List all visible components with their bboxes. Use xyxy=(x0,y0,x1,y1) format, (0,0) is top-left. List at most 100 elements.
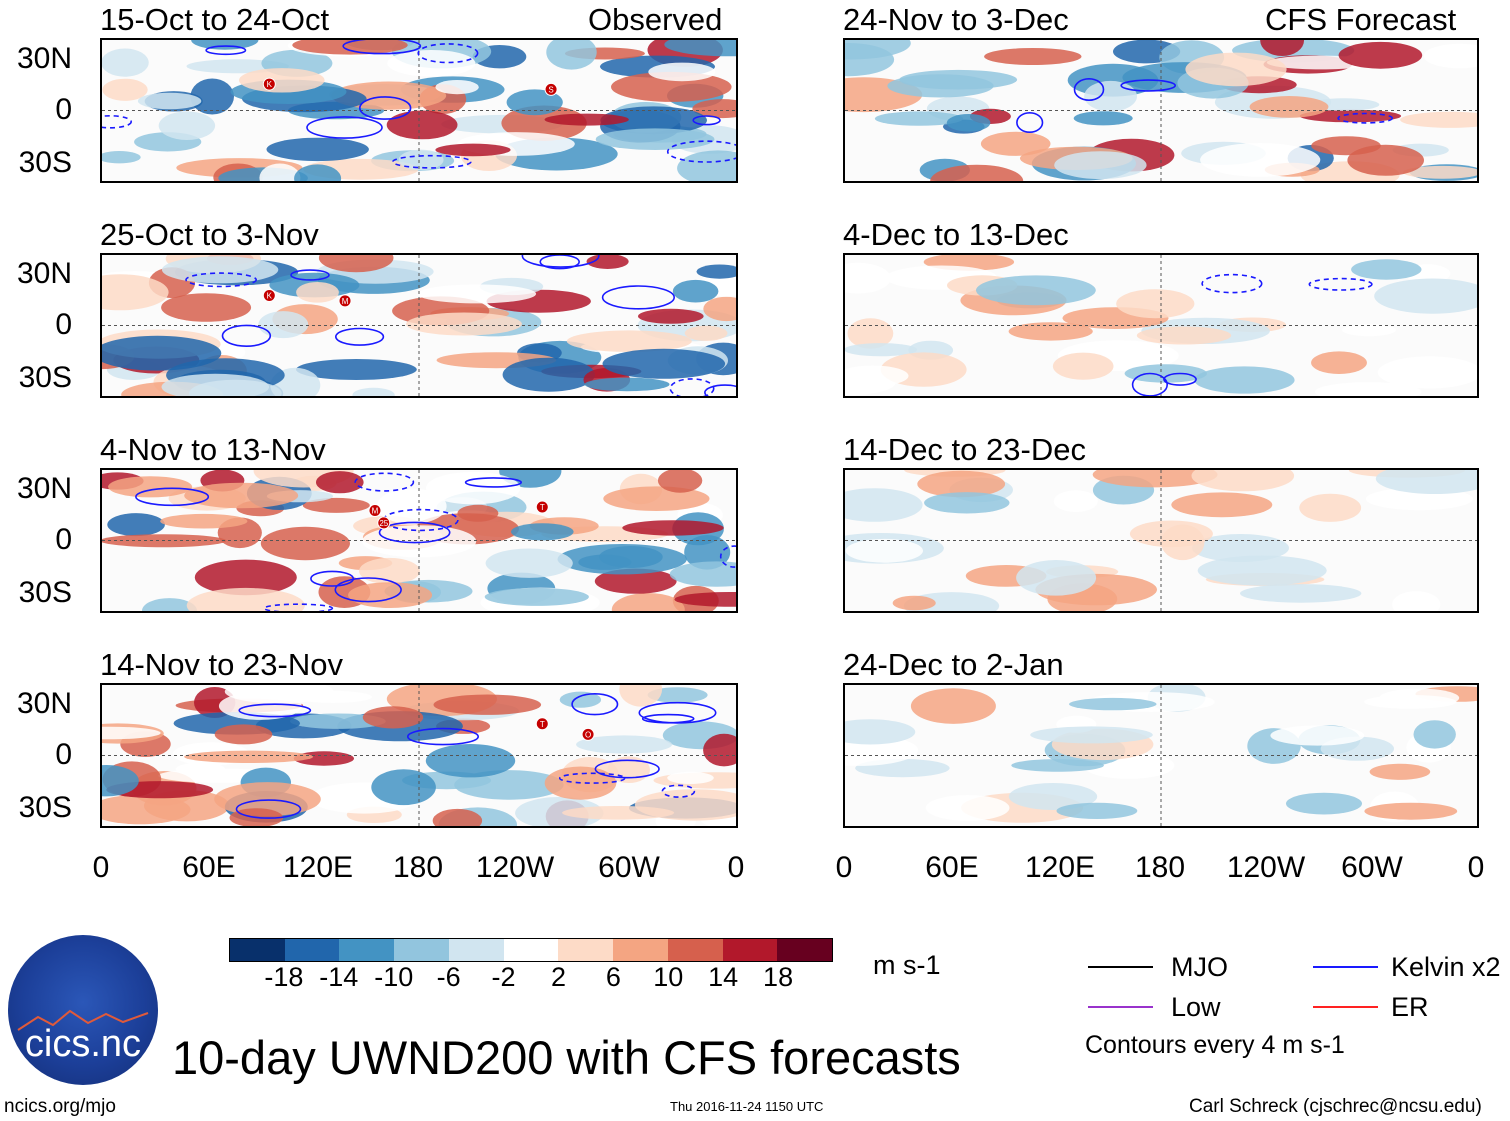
field-blob xyxy=(102,274,169,311)
field-blob xyxy=(485,548,573,578)
map-field: KS xyxy=(102,40,736,181)
field-blob xyxy=(657,470,703,493)
field-blob xyxy=(1311,351,1367,374)
field-blob xyxy=(664,40,736,57)
kelvin-contour xyxy=(406,727,479,746)
kelvin-contour xyxy=(391,154,472,169)
kelvin-contour xyxy=(354,472,415,492)
field-blob xyxy=(1351,259,1422,280)
colorbar-tick-label: -2 xyxy=(491,962,516,992)
legend-kelvin: Kelvin x2 xyxy=(1391,952,1501,982)
lon-label-60e: 60E xyxy=(182,851,236,884)
kelvin-contour xyxy=(692,115,721,126)
kelvin-contour xyxy=(571,693,619,716)
kelvin-contour xyxy=(334,577,402,603)
field-blob xyxy=(296,359,417,380)
field-blob xyxy=(107,513,165,537)
field-blob xyxy=(576,735,673,754)
legend-er: ER xyxy=(1391,992,1429,1022)
lon-label-0: 0 xyxy=(835,851,853,884)
field-blob xyxy=(296,282,339,303)
lon-label-0: 0 xyxy=(1467,851,1485,884)
field-blob xyxy=(1338,41,1423,69)
field-blob xyxy=(501,105,587,141)
lon-label-180: 180 xyxy=(392,851,444,884)
kelvin-contour xyxy=(1163,372,1197,386)
field-blob xyxy=(677,150,736,181)
field-blob xyxy=(160,513,248,529)
kelvin-contour xyxy=(521,255,600,268)
field-blob xyxy=(703,296,736,322)
field-blob xyxy=(292,40,408,55)
field-blob xyxy=(845,43,895,77)
field-blob xyxy=(584,377,670,392)
field-blob xyxy=(600,106,707,135)
field-blob xyxy=(1403,165,1477,179)
field-blob xyxy=(1260,40,1304,56)
field-blob xyxy=(845,365,909,387)
field-blob xyxy=(108,476,193,498)
storm-marker-label: T xyxy=(540,720,545,729)
lon-label-120w: 120W xyxy=(475,851,555,884)
colorbar-swatch xyxy=(667,939,723,961)
colorbar-tick-label: 10 xyxy=(653,962,684,992)
colorbar-swatch xyxy=(448,939,504,961)
colorbar-tick-label: 18 xyxy=(763,962,794,992)
field-blob xyxy=(214,724,273,745)
kelvin-contour xyxy=(378,521,451,544)
field-blob xyxy=(1379,688,1460,708)
lat-label-30s: 30S xyxy=(18,791,72,824)
field-blob xyxy=(684,325,728,341)
field-blob xyxy=(1194,366,1295,394)
lon-label-60e: 60E xyxy=(925,851,979,884)
field-blob xyxy=(910,688,996,724)
legend-line-mjo xyxy=(1088,966,1153,968)
field-blob xyxy=(1314,382,1422,396)
field-blob xyxy=(566,330,692,352)
field-blob xyxy=(1124,364,1207,383)
field-blob xyxy=(925,795,1010,821)
field-blob xyxy=(294,164,342,181)
field-blob xyxy=(1084,80,1137,112)
field-blob xyxy=(1342,324,1396,337)
field-blob xyxy=(137,92,202,110)
map-field xyxy=(845,685,1477,826)
field-blob xyxy=(259,163,301,181)
panel-title-4: 4-Dec to 13-Dec xyxy=(843,217,1069,252)
kelvin-contour xyxy=(310,570,355,587)
field-blob xyxy=(184,750,314,763)
colorbar-tick-label: -6 xyxy=(436,962,461,992)
footer-site: ncics.org/mjo xyxy=(4,1096,116,1117)
storm-marker: M xyxy=(338,294,352,308)
panel-title-1: 15-Oct to 24-Oct xyxy=(100,2,330,37)
field-blob xyxy=(1299,109,1402,123)
field-blob xyxy=(899,69,1018,90)
field-blob xyxy=(602,348,726,379)
field-blob xyxy=(1129,520,1213,548)
field-blob xyxy=(435,143,511,157)
field-blob xyxy=(1054,151,1147,179)
field-blob xyxy=(622,520,724,536)
lat-label-30n: 30N xyxy=(16,472,72,505)
panel-title-7: 14-Nov to 23-Nov xyxy=(100,647,343,682)
field-blob xyxy=(102,78,148,101)
lat-label-eq: 0 xyxy=(55,738,72,771)
panel-title-5: 4-Nov to 13-Nov xyxy=(100,432,326,467)
lat-label-eq: 0 xyxy=(55,308,72,341)
field-blob xyxy=(214,782,321,817)
field-blob xyxy=(1286,792,1362,815)
storm-marker-label: K xyxy=(267,80,273,89)
lat-label-eq: 0 xyxy=(55,93,72,126)
storm-marker-label: S xyxy=(548,85,553,94)
storm-marker-label: 25 xyxy=(379,519,388,528)
kelvin-contour xyxy=(638,701,717,724)
field-blob xyxy=(946,114,991,132)
legend-low: Low xyxy=(1171,992,1221,1022)
panel-title-8: 24-Dec to 2-Jan xyxy=(843,647,1064,682)
kelvin-contour xyxy=(1201,273,1263,294)
map-field xyxy=(845,470,1477,611)
field-blob xyxy=(874,111,964,126)
footer-timestamp: Thu 2016-11-24 1150 UTC xyxy=(670,1099,824,1114)
